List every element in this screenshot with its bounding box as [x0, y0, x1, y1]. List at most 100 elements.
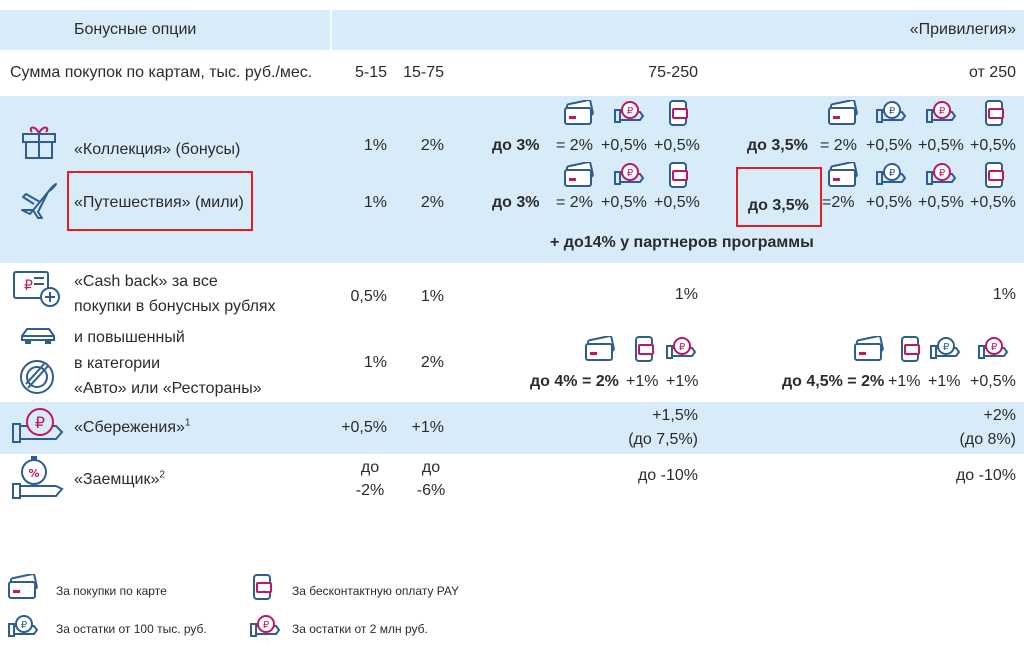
pay-phone-icon [980, 100, 1010, 126]
card-icon [852, 336, 886, 362]
svg-text:₽: ₽ [991, 342, 998, 353]
svg-text:₽: ₽ [627, 168, 634, 179]
deposit-100k-icon: ₽ [928, 336, 962, 362]
category-a: +1% [626, 373, 659, 390]
collection-label: «Коллекция» (бонусы) [74, 141, 241, 158]
cashback-line1: «Cash back» за все [74, 273, 218, 290]
deposit-2m-icon: ₽ [976, 336, 1010, 362]
collection-d: = 2% [820, 137, 857, 154]
cashback-line2: покупки в бонусных рублях [74, 298, 276, 315]
svg-text:₽: ₽ [263, 620, 270, 631]
legend-deposit-2m-icon: ₽ [248, 614, 282, 640]
category-d: +1% [928, 373, 961, 390]
cashback-v4: 1% [992, 286, 1016, 303]
borrower-v2a: до [421, 459, 441, 476]
card-icon [826, 162, 860, 188]
gift-icon [18, 120, 60, 162]
category-b: +1% [666, 373, 699, 390]
car-icon [18, 324, 58, 348]
svg-text:₽: ₽ [627, 106, 634, 117]
card-icon [562, 162, 596, 188]
pay-phone-icon [980, 162, 1010, 188]
deposit-100k-icon: ₽ [664, 336, 698, 362]
svg-text:₽: ₽ [24, 278, 33, 294]
category-c: +1% [888, 373, 921, 390]
category-line3: «Авто» или «Рестораны» [74, 380, 262, 397]
collection-f: +0,5% [918, 137, 964, 154]
airplane-icon [18, 180, 60, 222]
cashback-v3: 1% [674, 286, 698, 303]
collection-v2: 2% [420, 137, 444, 154]
svg-text:₽: ₽ [889, 106, 896, 117]
savings-band [0, 402, 1024, 454]
travel-d: =2% [822, 194, 855, 211]
collection-upto1: до 3% [492, 137, 540, 154]
header-privilege: «Привилегия» [909, 21, 1016, 38]
header-bonus-options: Бонусные опции [74, 21, 197, 38]
borrower-footnote: 2 [159, 469, 165, 481]
legend-pay-text: За бесконтактную оплату PAY [292, 584, 460, 598]
borrower-v3: до -10% [637, 467, 698, 484]
savings-v1: +0,5% [341, 419, 387, 436]
travel-f: +0,5% [918, 194, 964, 211]
borrower-label: «Заемщик»2 [74, 469, 165, 488]
travel-v2: 2% [420, 194, 444, 211]
pay-phone-icon [630, 336, 660, 362]
savings-ruble-icon: ₽ [10, 406, 66, 448]
savings-footnote: 1 [184, 417, 191, 429]
travel-highlight-box [67, 171, 253, 231]
travel-e: +0,5% [866, 194, 912, 211]
collection-c: +0,5% [654, 137, 700, 154]
borrower-v4: до -10% [955, 467, 1016, 484]
deposit-2m-icon: ₽ [924, 162, 958, 188]
savings-label: «Сбережения»1 [74, 417, 191, 436]
sums-col2: 15-75 [403, 64, 444, 81]
borrower-v1b: -2% [355, 482, 385, 499]
travel-upto1: до 3% [492, 194, 540, 211]
savings-v3a: +1,5% [652, 407, 698, 424]
legend-card-icon [6, 574, 40, 600]
borrower-timer-icon: % [10, 456, 66, 502]
category-upto2: до 4,5% = 2% [782, 373, 885, 390]
svg-text:₽: ₽ [939, 168, 946, 179]
travel-b: +0,5% [601, 194, 647, 211]
deposit-100k-icon: ₽ [874, 100, 908, 126]
svg-text:₽: ₽ [679, 342, 686, 353]
travel-upto2-highlight-box [736, 167, 822, 227]
cashback-v2: 1% [420, 288, 444, 305]
legend-deposit-2m-text: За остатки от 2 млн руб. [292, 622, 428, 636]
collection-b: +0,5% [601, 137, 647, 154]
svg-text:₽: ₽ [939, 106, 946, 117]
travel-v1: 1% [363, 194, 387, 211]
deposit-100k-icon: ₽ [612, 162, 646, 188]
legend-pay-icon [248, 574, 278, 600]
savings-v3b: (до 7,5%) [628, 431, 698, 448]
header-band [0, 10, 1024, 50]
cashback-card-icon: ₽ [12, 268, 62, 308]
category-v2: 2% [420, 354, 444, 371]
sums-col4: от 250 [968, 64, 1016, 81]
travel-label: «Путешествия» (мили) [74, 194, 244, 211]
pay-phone-icon [664, 100, 694, 126]
travel-g: +0,5% [970, 194, 1016, 211]
header-divider [330, 10, 332, 50]
legend-card-text: За покупки по карте [56, 584, 167, 598]
category-upto1: до 4% = 2% [530, 373, 619, 390]
travel-a: = 2% [556, 194, 593, 211]
card-icon [583, 336, 617, 362]
savings-v2: +1% [411, 419, 444, 436]
travel-upto2: до 3,5% [748, 197, 809, 214]
svg-text:₽: ₽ [889, 168, 896, 179]
collection-g: +0,5% [970, 137, 1016, 154]
deposit-2m-icon: ₽ [924, 100, 958, 126]
card-icon [562, 100, 596, 126]
collection-a: = 2% [556, 137, 593, 154]
sums-label: Сумма покупок по картам, тыс. руб./мес. [10, 64, 313, 81]
restaurant-icon [18, 358, 56, 396]
svg-text:₽: ₽ [35, 413, 45, 432]
svg-text:₽: ₽ [21, 620, 28, 631]
sums-col3: 75-250 [648, 64, 698, 81]
svg-text:₽: ₽ [943, 342, 950, 353]
category-e: +0,5% [970, 373, 1016, 390]
legend-deposit-100k-icon: ₽ [6, 614, 40, 640]
